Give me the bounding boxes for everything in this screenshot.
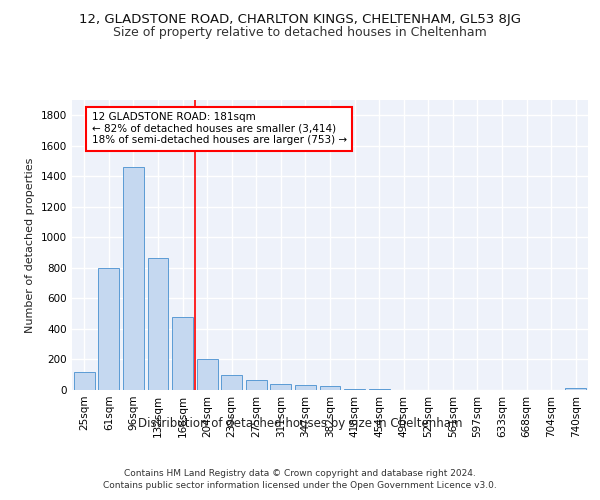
Bar xyxy=(172,316,193,390)
Bar xyxy=(565,388,586,390)
Text: 12, GLADSTONE ROAD, CHARLTON KINGS, CHELTENHAM, GL53 8JG: 12, GLADSTONE ROAD, CHARLTON KINGS, CHEL… xyxy=(79,12,521,26)
Text: Contains HM Land Registry data © Crown copyright and database right 2024.
Contai: Contains HM Land Registry data © Crown c… xyxy=(103,469,497,490)
Bar xyxy=(123,167,144,390)
Text: 12 GLADSTONE ROAD: 181sqm
← 82% of detached houses are smaller (3,414)
18% of se: 12 GLADSTONE ROAD: 181sqm ← 82% of detac… xyxy=(92,112,347,146)
Bar xyxy=(368,389,389,390)
Text: Size of property relative to detached houses in Cheltenham: Size of property relative to detached ho… xyxy=(113,26,487,39)
Bar xyxy=(148,258,169,390)
Text: Distribution of detached houses by size in Cheltenham: Distribution of detached houses by size … xyxy=(138,418,462,430)
Bar xyxy=(344,389,365,390)
Bar xyxy=(320,386,340,390)
Y-axis label: Number of detached properties: Number of detached properties xyxy=(25,158,35,332)
Bar xyxy=(246,380,267,390)
Bar xyxy=(98,268,119,390)
Bar xyxy=(74,372,95,390)
Bar xyxy=(271,384,292,390)
Bar xyxy=(221,374,242,390)
Bar xyxy=(197,360,218,390)
Bar xyxy=(295,385,316,390)
